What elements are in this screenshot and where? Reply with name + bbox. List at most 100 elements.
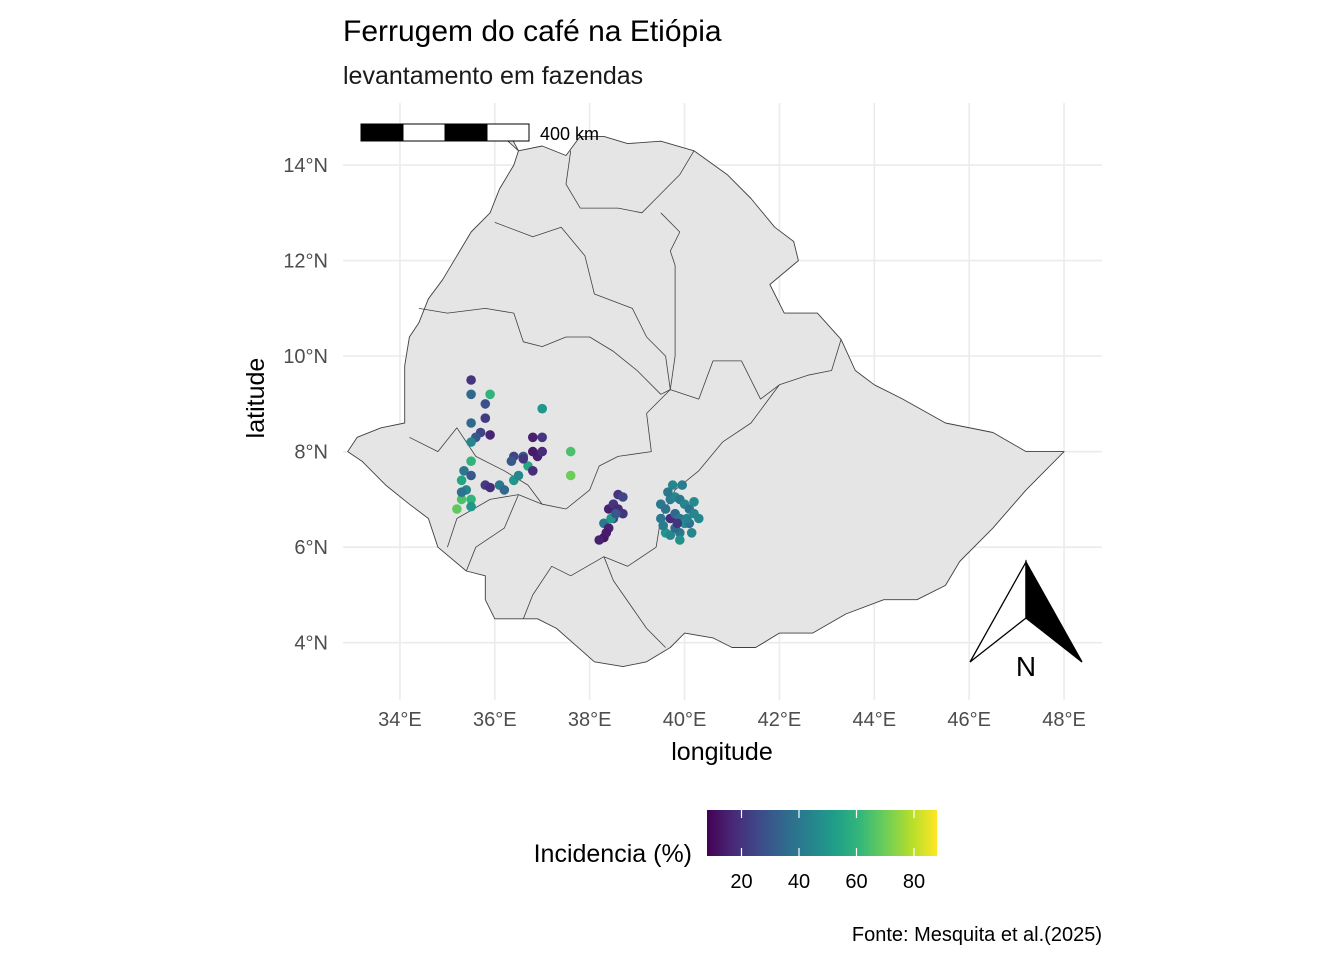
survey-point [513,470,524,481]
scale-bar-segment [486,123,530,142]
region-border [565,150,695,214]
survey-point [528,432,538,443]
survey-point [565,446,576,457]
survey-point [528,446,538,457]
survey-point [601,528,612,538]
survey-point [537,446,547,457]
survey-point [466,437,476,447]
x-tick-label: 44°E [853,709,897,731]
scale-bar: 400 km [360,123,599,144]
y-tick-label: 4°N [294,633,328,655]
survey-point [480,413,491,424]
ethiopia-map [347,124,1065,668]
x-tick-label: 42°E [758,709,802,731]
x-axis-label: longitude [671,738,772,766]
scale-bar-segment [360,123,404,142]
survey-point [675,535,685,545]
y-tick-label: 8°N [294,442,328,464]
region-border [660,212,842,400]
survey-point [611,508,621,519]
legend-tick-label: 60 [845,871,867,893]
survey-point [466,375,476,385]
region-border [447,494,543,548]
y-tick-label: 6°N [294,537,328,559]
survey-point [466,418,476,428]
survey-point [565,470,576,481]
legend-ticks: 20 40 60 80 [730,810,925,893]
x-tick-label: 40°E [663,709,707,731]
survey-point [694,513,704,524]
x-tick-label: 38°E [568,709,612,731]
legend-tick-label: 40 [788,871,810,893]
legend-tick-label: 80 [903,871,925,893]
y-tick-label: 14°N [283,155,328,177]
x-tick-label: 46°E [947,709,991,731]
survey-point [667,480,678,490]
survey-point [528,466,538,476]
north-arrow-left-half [969,559,1027,663]
survey-point [689,497,699,507]
survey-point [618,492,628,502]
survey-point [456,494,467,505]
scale-bar-segment [444,123,488,142]
survey-point [466,494,476,505]
survey-point [485,389,495,400]
region-border [522,384,780,619]
x-tick-label: 48°E [1042,709,1086,731]
survey-point [518,454,529,464]
survey-point [682,513,692,524]
survey-point [660,504,671,514]
survey-point [466,456,476,467]
survey-point [466,501,476,512]
color-legend: Incidencia (%) 20 40 60 80 [534,810,937,893]
survey-point [656,513,666,524]
chart-title: Ferrugem do café na Etiópia [343,15,722,48]
survey-point [672,518,683,529]
survey-point [594,535,604,545]
survey-point [658,520,668,531]
survey-point [459,466,469,476]
survey-point [665,530,676,540]
survey-point [618,508,628,519]
chart-caption: Fonte: Mesquita et al.(2025) [852,924,1102,946]
north-arrow: N [969,559,1083,682]
y-tick-label: 10°N [283,346,328,368]
region-border [465,494,519,572]
country-outline [347,124,1065,668]
legend-title: Incidencia (%) [534,840,692,868]
legend-tick-label: 20 [730,871,752,893]
survey-point [663,487,673,498]
north-arrow-label: N [1016,651,1036,682]
survey-point [466,470,476,481]
survey-point [456,475,467,486]
survey-point [452,504,462,514]
y-axis-ticks: 4°N 6°N 8°N 10°N 12°N 14°N [283,155,328,655]
survey-point [537,432,547,443]
survey-point [537,403,547,414]
survey-point [686,528,697,538]
north-arrow-right-half [1025,559,1083,663]
survey-point [480,399,491,409]
x-tick-label: 36°E [473,709,517,731]
y-axis-label: latitude [242,358,270,439]
x-tick-label: 34°E [378,709,422,731]
region-border [494,222,671,390]
survey-point [677,480,687,490]
survey-point [466,389,476,400]
region-borders [409,150,842,648]
y-tick-label: 12°N [283,251,328,273]
region-border [603,556,666,648]
survey-point [485,482,495,493]
survey-point [506,456,517,467]
survey-point [485,430,495,440]
survey-point [456,487,467,498]
chart-subtitle: levantamento em fazendas [343,62,643,90]
survey-point [499,485,510,495]
scale-bar-label: 400 km [540,124,599,144]
x-axis-ticks: 34°E 36°E 38°E 40°E 42°E 44°E 46°E 48°E [378,709,1086,731]
scale-bar-segment [402,123,446,142]
region-border [409,389,671,510]
survey-points [452,375,704,545]
